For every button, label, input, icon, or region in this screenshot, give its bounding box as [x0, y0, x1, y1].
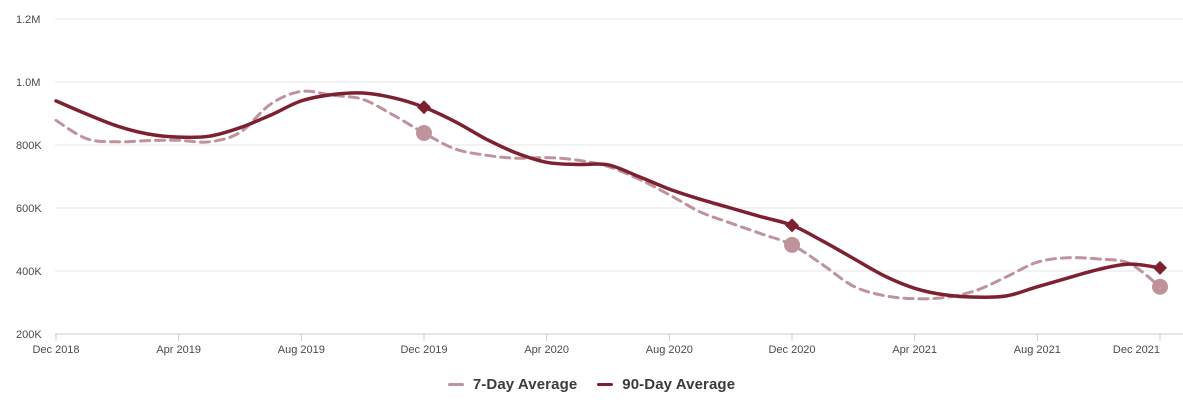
- y-axis-label: 200K: [16, 329, 42, 341]
- legend-swatch-7-day-icon: [447, 382, 464, 386]
- x-axis-label: Aug 2019: [278, 344, 325, 356]
- marker-diamond-dec-2019[interactable]: [417, 100, 431, 115]
- x-axis-label: Apr 2019: [156, 344, 201, 356]
- series-line-90-day-average: [54, 91, 1162, 300]
- legend-label-90-day-average: 90-Day Average: [622, 375, 736, 393]
- marker-circle-dec-2019[interactable]: [416, 125, 432, 142]
- y-axis-label: 1.0M: [16, 77, 40, 89]
- y-axis-label: 400K: [16, 266, 42, 278]
- x-axis-label: Dec 2020: [768, 344, 815, 356]
- x-axis-label: Aug 2021: [1014, 344, 1061, 356]
- y-axis-label: 1.2M: [16, 14, 40, 26]
- legend-swatch-90-day-icon: [597, 382, 614, 386]
- x-axis-label: Apr 2020: [524, 344, 569, 356]
- series-line-7-day-average: [54, 89, 1162, 301]
- y-axis-label: 800K: [16, 140, 42, 152]
- marker-diamond-dec-2021[interactable]: [1153, 260, 1167, 275]
- legend-item-90-day-average[interactable]: 90-Day Average: [597, 376, 735, 393]
- legend-item-7-day-average[interactable]: 7-Day Average: [447, 375, 578, 393]
- legend: 7-Day Average 90-Day Average: [0, 371, 1183, 397]
- x-axis-label: Aug 2020: [646, 344, 693, 356]
- chart-canvas: 200K 400K 600K 800K 1.0M 1.2M Dec 2018 Apr 2019…: [16, 14, 1183, 356]
- x-axis-label: Dec 2021: [1113, 344, 1160, 356]
- y-axis-label: 600K: [16, 203, 42, 215]
- x-axis-label: Dec 2019: [400, 344, 447, 356]
- x-axis-label: Dec 2018: [32, 344, 79, 356]
- marker-circle-dec-2021[interactable]: [1152, 278, 1168, 295]
- marker-circle-dec-2020[interactable]: [784, 236, 800, 253]
- legend-label-7-day-average: 7-Day Average: [472, 375, 578, 393]
- x-axis-label: Apr 2021: [892, 344, 937, 356]
- marker-diamond-dec-2020[interactable]: [785, 218, 799, 233]
